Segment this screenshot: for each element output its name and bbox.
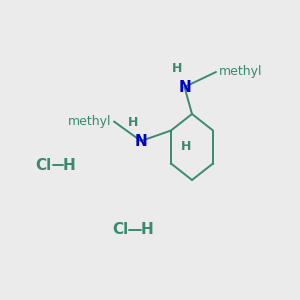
Text: Cl: Cl: [35, 158, 52, 172]
Text: H: H: [172, 62, 182, 75]
Text: H: H: [141, 222, 153, 237]
Text: N: N: [178, 80, 191, 94]
Text: methyl: methyl: [219, 65, 262, 79]
Text: H: H: [181, 140, 191, 154]
Text: N: N: [135, 134, 147, 148]
Text: H: H: [128, 116, 139, 129]
Text: Cl: Cl: [112, 222, 128, 237]
Text: H: H: [63, 158, 75, 172]
Text: methyl: methyl: [68, 115, 111, 128]
